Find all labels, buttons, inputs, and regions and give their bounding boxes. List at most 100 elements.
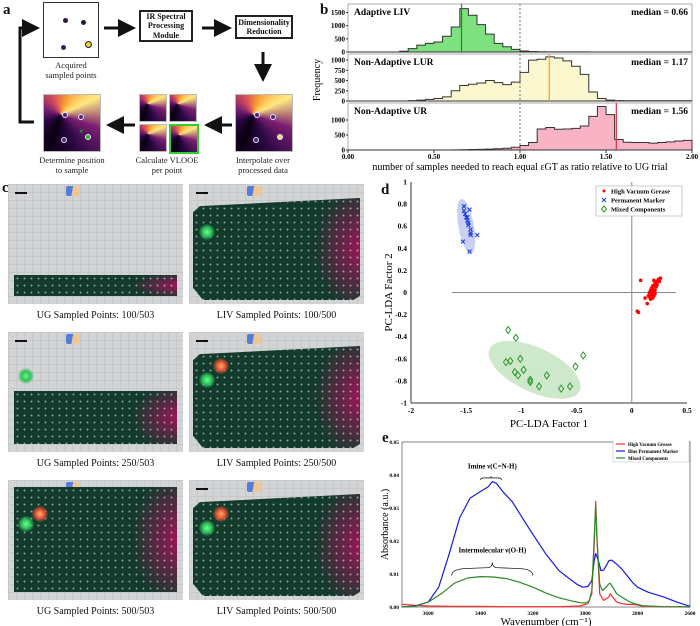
sample-point	[81, 20, 86, 25]
y-tick-label: 1	[403, 178, 407, 187]
liv-map-tile	[189, 332, 364, 452]
median-label: median = 1.56	[631, 107, 688, 117]
panel-b-label: b	[320, 2, 329, 18]
data-point	[474, 232, 480, 238]
confidence-ellipse	[457, 198, 476, 254]
data-point	[652, 278, 656, 283]
y-tick-label: 1500	[331, 9, 346, 17]
legend-label: Blue Permanent Marker	[628, 450, 679, 455]
chemical-map-overlay	[193, 346, 360, 448]
x-tick-label: -1.5	[460, 406, 472, 415]
y-tick-label: 0.8	[398, 200, 408, 209]
ug-map-tile	[8, 332, 183, 452]
y-tick-label: 1000	[331, 57, 346, 65]
orange-hotspot	[32, 506, 48, 522]
arrow-loop	[18, 19, 40, 124]
tile-caption: LIV Sampled Points: 250/500	[216, 458, 337, 469]
legend-label: Mixed Components	[628, 457, 668, 462]
y-axis-label: Frequency	[312, 59, 323, 101]
y-tick-label: 0.03	[389, 506, 399, 512]
data-point	[507, 356, 514, 366]
data-point	[512, 333, 519, 343]
y-tick-label: 0.04	[389, 473, 399, 479]
y-tick-label: 500	[335, 132, 346, 140]
y-tick-label: 0	[342, 98, 346, 106]
scale-bar	[15, 192, 27, 194]
data-point	[647, 295, 652, 299]
x-tick-label: -0.5	[571, 406, 583, 415]
y-tick-label: -0.2	[395, 310, 407, 319]
data-point	[527, 375, 534, 385]
x-tick-label: 3400	[475, 611, 486, 617]
data-point	[652, 294, 656, 298]
x-tick-label: 3600	[423, 611, 434, 617]
scatter-chart: -2 -1.5 -1 -0.5 0 0.5 -1 -0.8 -0.6 -0.4 -0.2 0 0.2 0.…	[383, 178, 692, 430]
orange-hotspot	[213, 358, 229, 374]
spectrum-line	[401, 480, 691, 608]
data-point	[658, 276, 663, 280]
y-tick-label: 500	[335, 77, 346, 85]
scale-bar	[15, 340, 27, 342]
plot-frame	[401, 441, 691, 608]
data-point	[527, 377, 534, 387]
histogram-bars	[348, 8, 693, 53]
vlooe-map	[139, 124, 167, 152]
y-tick-label: 0.02	[389, 539, 399, 545]
x-axis-label: Wavenumber (cm⁻¹)	[501, 616, 592, 626]
data-point	[636, 310, 641, 315]
data-point	[461, 208, 467, 214]
data-point	[466, 222, 471, 228]
series-title: Non-Adaptive UR	[354, 107, 427, 117]
legend-label: Permanent Marker	[611, 198, 665, 205]
data-point	[468, 232, 474, 238]
data-point	[650, 284, 655, 288]
next-position-map: ×	[43, 94, 101, 152]
histogram-chart: 0 500 1000 1500 Adaptive LIV median = 0.66 0 25…	[312, 3, 699, 172]
data-point	[462, 211, 468, 217]
y-tick-label: -0.8	[395, 376, 407, 385]
annotation-brace	[480, 475, 502, 480]
tile-caption: UG Sampled Points: 100/503	[36, 310, 155, 321]
annotation-label: Intermolecular ν(O-H)	[458, 547, 526, 555]
x-tick-label: -1	[518, 406, 524, 415]
spectrum-chart: 3600 3400 3200 3000 2800 2600 0.00 0.01 0.02 0.03…	[380, 440, 696, 626]
chemical-map-overlay	[193, 494, 360, 596]
confidence-ellipse	[488, 340, 581, 399]
liv-map-tile	[189, 480, 364, 600]
green-hotspot	[199, 372, 215, 388]
x-tick-label: 0.50	[428, 153, 441, 161]
scale-bar	[196, 488, 208, 490]
dim-reduction-box: Dimensionality Reduction	[235, 15, 293, 39]
y-tick-label: 1000	[331, 22, 346, 30]
data-point	[463, 214, 469, 220]
annotation-brace	[451, 562, 534, 576]
legend-box	[612, 440, 690, 463]
data-point	[505, 325, 512, 335]
data-point	[517, 354, 524, 364]
data-point	[467, 207, 472, 213]
legend-label: High Vacuum Grease	[611, 189, 670, 196]
determine-caption: Determine position to sample	[39, 155, 105, 176]
data-point	[572, 362, 579, 371]
legend-marker	[602, 189, 606, 193]
data-point	[558, 384, 565, 393]
workflow-arrows	[18, 19, 272, 134]
series-title: Non-Adaptive LUR	[354, 58, 434, 68]
data-point	[580, 351, 587, 360]
y-tick-label: 0.2	[398, 266, 408, 275]
data-point	[638, 278, 643, 283]
y-tick-label: -0.4	[395, 332, 407, 341]
x-tick-label: 2.00	[686, 153, 699, 161]
y-axis-label: Absorbance (a.u.)	[380, 489, 391, 560]
marker-logo	[247, 186, 261, 196]
x-tick-label: 2600	[685, 611, 696, 617]
legend-marker	[601, 197, 607, 203]
annotation-label: Imine ν(C=N-H)	[468, 463, 518, 471]
y-tick-label: -1	[401, 399, 407, 408]
tile-caption: UG Sampled Points: 500/503	[36, 606, 155, 617]
y-tick-label: 0.05	[389, 440, 399, 446]
scale-bar	[196, 340, 208, 342]
ug-map-tile	[8, 184, 183, 304]
legend-label: High Vacuum Grease	[628, 443, 672, 448]
data-point	[464, 214, 470, 220]
